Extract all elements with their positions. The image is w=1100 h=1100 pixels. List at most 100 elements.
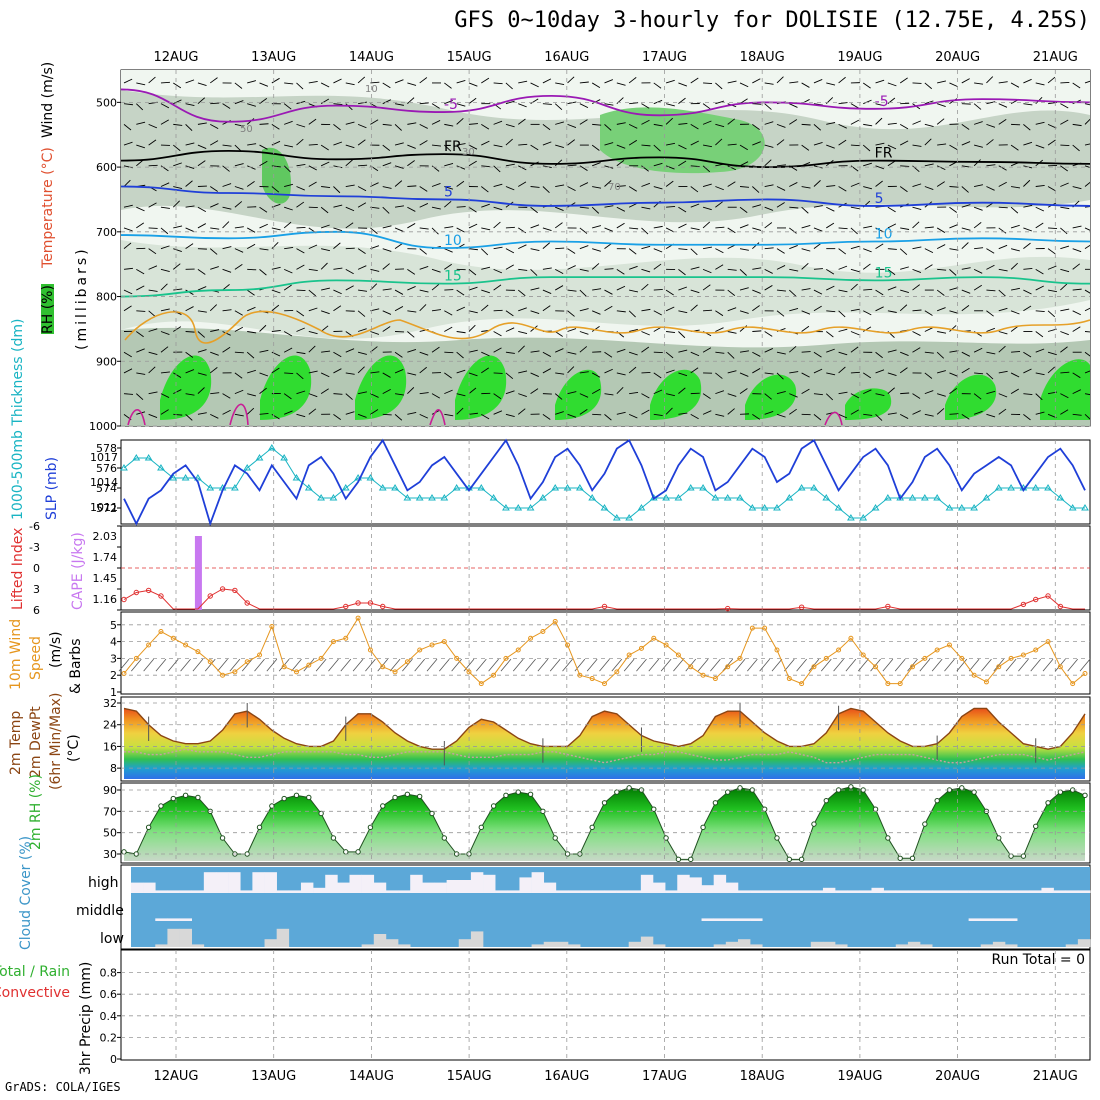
cloud-bar-low — [531, 944, 545, 947]
wind-barb — [197, 206, 207, 212]
wind10m-point — [848, 635, 854, 641]
wind-barb — [222, 309, 232, 312]
wind-barb — [998, 345, 1006, 353]
lifted-index-point — [244, 600, 250, 606]
wind-barb — [949, 287, 959, 291]
wind-barb — [838, 76, 846, 84]
wind-barb — [739, 206, 748, 213]
wind10m-point — [1020, 652, 1026, 658]
cloud-bar-high — [580, 890, 593, 893]
wind-barb — [973, 284, 982, 291]
rh-point — [835, 787, 842, 793]
dewpoint-line — [124, 748, 1086, 764]
wind-barb — [185, 205, 195, 208]
wind-barb — [345, 222, 354, 229]
wind10m-barb — [266, 658, 278, 672]
wind-barb — [924, 351, 934, 354]
cloud-bar-high — [543, 882, 557, 893]
temp-area — [124, 708, 1085, 779]
wind-barb — [357, 391, 367, 395]
cloud-bar-middle — [980, 918, 994, 921]
wind10m-point — [121, 671, 127, 677]
wind-barb — [481, 227, 491, 231]
wind-barb — [592, 162, 601, 167]
wind-barb — [789, 103, 798, 108]
cloud-panel: high middle low — [76, 864, 1091, 950]
temp2m-title-3: (6hr Min/Max) — [48, 693, 64, 790]
wind-barb — [936, 289, 945, 296]
wind-barb — [505, 264, 514, 270]
cloud-bar-low — [640, 936, 654, 947]
wind10m-point — [897, 681, 903, 687]
thickness-point — [834, 504, 843, 511]
wind-barb — [924, 264, 933, 270]
wind10m-barb — [1067, 658, 1078, 672]
wind-barb — [789, 227, 797, 234]
wind-barb — [1010, 287, 1020, 291]
wind-barb — [333, 141, 343, 146]
wind-barb — [456, 143, 466, 146]
wind-barb — [419, 366, 427, 374]
wind-barb — [813, 413, 822, 421]
wind-barb — [136, 268, 145, 275]
cloud-bar-high — [1053, 890, 1067, 893]
wind-barb — [1072, 225, 1082, 229]
rh-point — [404, 791, 411, 797]
wind-barb — [173, 288, 183, 291]
wind-barb — [271, 186, 280, 193]
wind-barb — [419, 351, 429, 356]
wind-barb — [148, 76, 156, 84]
wind-barb — [764, 222, 773, 229]
temp-contour-label: 10 — [444, 233, 462, 249]
wind-barb — [530, 350, 540, 353]
wind-barb — [320, 144, 329, 151]
thickness-point — [403, 494, 412, 501]
wind-barb — [345, 184, 355, 187]
wind-barb — [703, 309, 713, 312]
wind10m-title-3: (m/s) — [48, 631, 64, 668]
rh-area — [124, 786, 1085, 861]
wind-barb — [148, 265, 158, 270]
wind-barb — [813, 289, 823, 295]
cloud-bar-high — [325, 874, 338, 893]
wind10m-barb — [944, 658, 955, 672]
wind-barb — [887, 310, 897, 313]
wind10m-point — [343, 635, 349, 641]
wind-barb — [665, 103, 675, 107]
wind-barb — [148, 310, 156, 318]
wind10m-point — [589, 676, 595, 682]
wind10m-point — [540, 629, 546, 635]
thickness-point — [1007, 484, 1015, 491]
date-label-bottom: 19AUG — [837, 1069, 882, 1084]
li-tick-label: 3 — [33, 583, 40, 596]
wind-barb — [1060, 227, 1068, 235]
wind-barb — [394, 142, 404, 146]
wind-barb — [419, 77, 428, 84]
wind-barb — [320, 262, 328, 270]
wind-barb — [210, 329, 220, 332]
wind-barb — [776, 164, 786, 167]
wind-barb — [813, 305, 822, 312]
cloud-bar-high — [847, 890, 860, 893]
wind-barb — [579, 81, 589, 84]
wind-barb — [185, 180, 193, 187]
wind-barb — [924, 327, 934, 332]
cloud-bar-high — [167, 890, 180, 893]
wind-barb — [1035, 222, 1044, 229]
wind-barb — [123, 393, 134, 395]
wind-barb — [419, 140, 428, 146]
wind-barb — [899, 123, 909, 130]
wind-barb — [555, 144, 564, 148]
wind-barb — [1010, 262, 1018, 270]
wind-barb — [456, 351, 464, 359]
thickness-point — [588, 494, 597, 501]
wind-barb — [173, 248, 182, 253]
wind-barb — [493, 410, 503, 415]
cloud-bar-middle — [1005, 918, 1018, 921]
wind-barb — [949, 310, 959, 314]
wind-barb — [838, 289, 848, 293]
wind-barb — [665, 165, 675, 170]
thickness-point — [169, 474, 178, 481]
wind-barb — [1060, 409, 1069, 415]
